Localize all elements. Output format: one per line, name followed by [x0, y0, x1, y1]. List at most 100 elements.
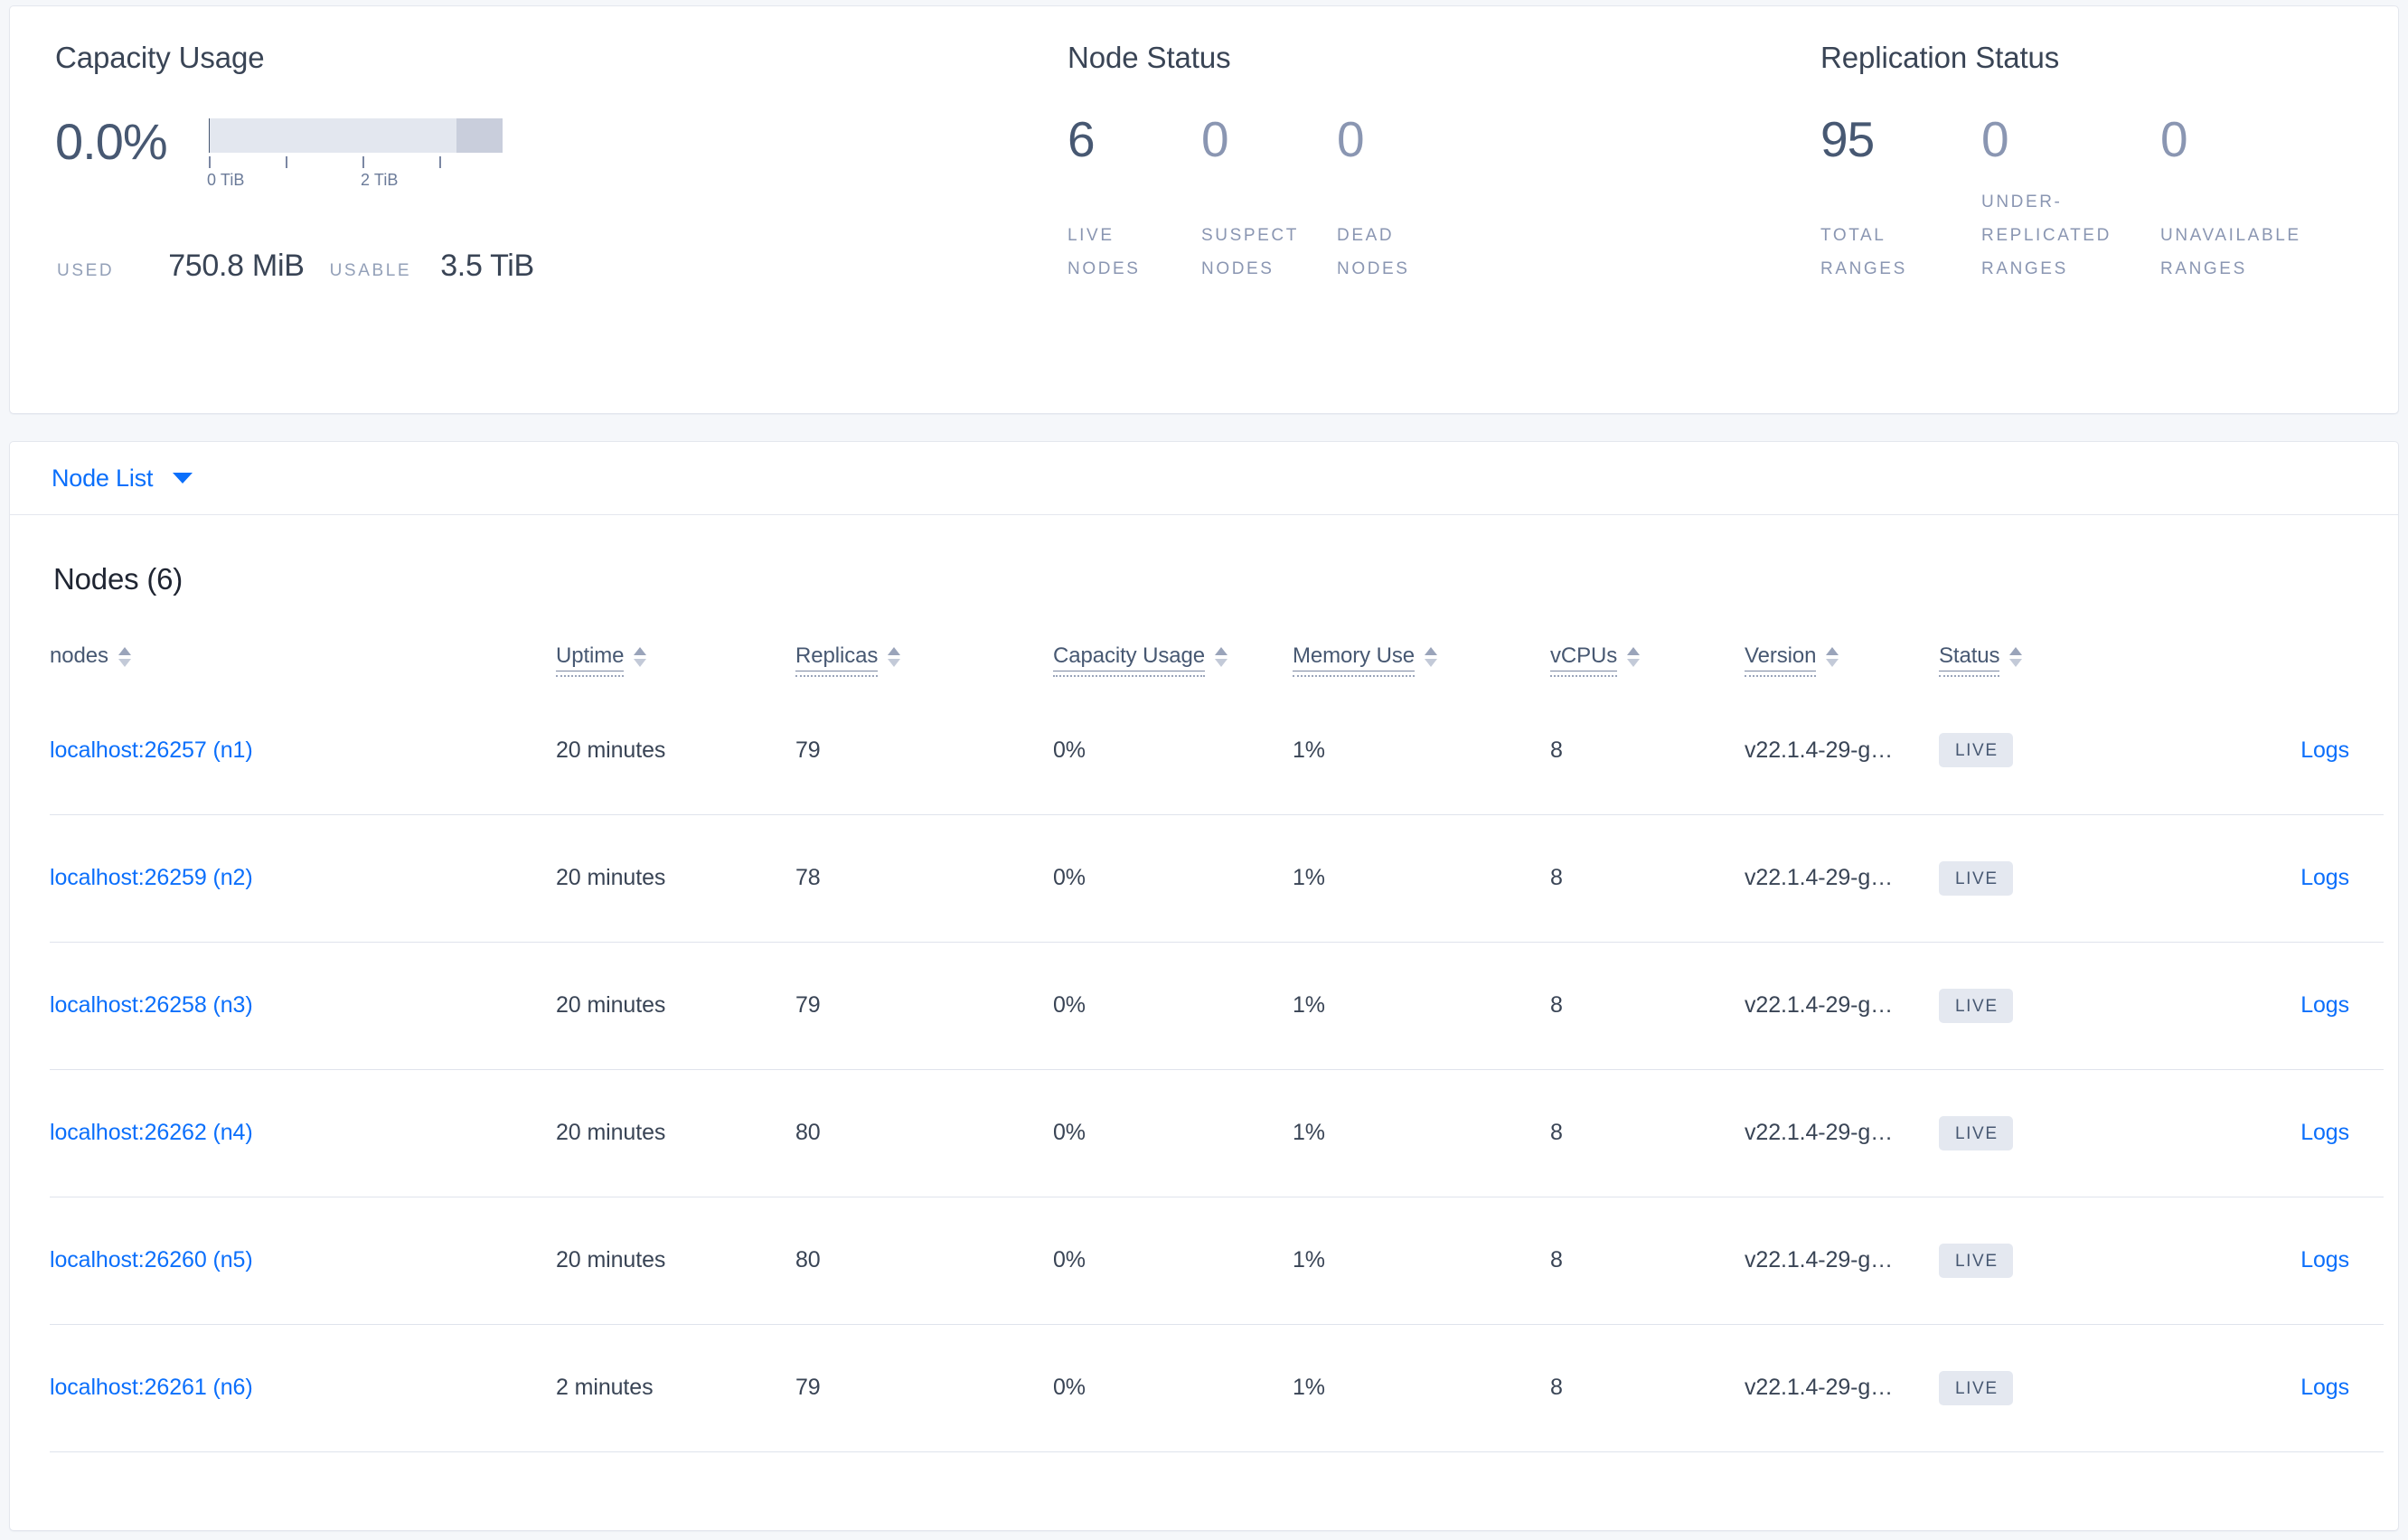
- cell-vcpus: 8: [1550, 941, 1745, 1069]
- cell-status: LIVE: [1939, 1196, 2174, 1324]
- node-link[interactable]: localhost:26257 (n1): [50, 737, 253, 763]
- total-ranges-stat: 95 TOTAL RANGES: [1820, 108, 1981, 278]
- cell-capacity: 0%: [1053, 813, 1293, 942]
- sort-toggle-capacity-usage[interactable]: [1215, 647, 1228, 667]
- unavailable-ranges-caption: UNAVAILABLE RANGES: [2160, 226, 2301, 278]
- dead-nodes-stat: 0 DEAD NODES: [1337, 108, 1518, 278]
- node-list-dropdown[interactable]: Node List: [52, 465, 193, 493]
- status-badge: LIVE: [1939, 1115, 2013, 1150]
- cell-capacity: 0%: [1053, 737, 1086, 763]
- cell-version: v22.1.4-29-g…: [1745, 1196, 1939, 1324]
- cell-capacity: 0%: [1053, 1323, 1293, 1452]
- suspect-nodes-caption: SUSPECT NODES: [1201, 226, 1299, 278]
- cell-uptime: 20 minutes: [556, 813, 795, 942]
- column-header-status[interactable]: Status: [1939, 627, 2174, 687]
- column-header-memory-use[interactable]: Memory Use: [1293, 627, 1550, 687]
- cell-logs: Logs: [2174, 687, 2384, 814]
- nodes-table-body: localhost:26257 (n1) 20 minutes 79 0% 1%…: [50, 687, 2384, 1452]
- cell-status: LIVE: [1939, 687, 2174, 814]
- axis-tick-label: 0 TiB: [207, 171, 245, 189]
- column-header-version[interactable]: Version: [1745, 627, 1939, 687]
- sort-toggle-version[interactable]: [1826, 647, 1839, 667]
- cell-memory: 1%: [1293, 737, 1325, 763]
- cell-node: localhost:26260 (n5): [50, 1196, 556, 1324]
- under-replicated-ranges-caption: UNDER- REPLICATED RANGES: [1981, 192, 2112, 278]
- replication-status-stats: 95 TOTAL RANGES 0 UNDER- REPLICATED RANG…: [1820, 108, 2396, 278]
- capacity-usage-percent: 0.0%: [55, 113, 168, 170]
- cell-replicas: 79: [795, 737, 821, 763]
- capacity-metrics-row: USED 750.8 MiB USABLE 3.5 TiB: [57, 249, 1058, 284]
- table-row: localhost:26262 (n4) 20 minutes 80 0% 1%…: [50, 1068, 2384, 1197]
- sort-toggle-replicas[interactable]: [888, 647, 901, 667]
- status-badge: LIVE: [1939, 860, 2013, 896]
- live-nodes-caption: LIVE NODES: [1068, 226, 1141, 278]
- sort-toggle-memory-use[interactable]: [1425, 647, 1438, 667]
- column-header-status-label: Status: [1939, 643, 2000, 677]
- used-label: USED: [57, 261, 115, 280]
- column-header-vcpus[interactable]: vCPUs: [1550, 627, 1745, 687]
- node-link[interactable]: localhost:26260 (n5): [50, 1247, 253, 1272]
- logs-link[interactable]: Logs: [2300, 1247, 2349, 1272]
- node-status-stats: 6 LIVE NODES 0 SUSPECT NODES 0 DEAD NODE…: [1068, 108, 1818, 278]
- cell-replicas: 78: [795, 813, 1053, 942]
- column-header-replicas-label: Replicas: [795, 643, 879, 677]
- cell-version: v22.1.4-29-g…: [1745, 813, 1939, 942]
- column-header-uptime[interactable]: Uptime: [556, 627, 795, 687]
- column-header-replicas[interactable]: Replicas: [795, 627, 1053, 687]
- live-nodes-value: 6: [1068, 111, 1096, 167]
- usable-value: 3.5 TiB: [440, 249, 534, 283]
- cell-status: LIVE: [1939, 941, 2174, 1069]
- table-row: localhost:26261 (n6) 2 minutes 79 0% 1% …: [50, 1323, 2384, 1452]
- dead-nodes-value: 0: [1337, 111, 1365, 167]
- logs-link[interactable]: Logs: [2300, 737, 2349, 763]
- table-row: localhost:26259 (n2) 20 minutes 78 0% 1%…: [50, 813, 2384, 942]
- sort-toggle-vcpus[interactable]: [1627, 647, 1641, 667]
- status-badge: LIVE: [1939, 1370, 2013, 1405]
- logs-link[interactable]: Logs: [2300, 865, 2349, 890]
- node-link[interactable]: localhost:26258 (n3): [50, 992, 253, 1018]
- cell-replicas: 80: [795, 1196, 1053, 1324]
- cell-memory: 1%: [1293, 813, 1550, 942]
- nodes-heading: Nodes (6): [53, 562, 183, 596]
- cluster-summary-card: Capacity Usage 0.0% 0 TiB: [9, 5, 2399, 414]
- cell-logs: Logs: [2174, 813, 2384, 942]
- total-ranges-value: 95: [1820, 111, 1875, 167]
- cell-uptime: 20 minutes: [556, 1196, 795, 1324]
- cell-vcpus: 8: [1550, 1068, 1745, 1197]
- node-link[interactable]: localhost:26261 (n6): [50, 1375, 253, 1400]
- sort-toggle-status[interactable]: [2009, 647, 2023, 667]
- node-link[interactable]: localhost:26259 (n2): [50, 865, 253, 890]
- capacity-usage-panel: Capacity Usage 0.0% 0 TiB: [10, 42, 1058, 413]
- cell-version: v22.1.4-29-g…: [1745, 941, 1939, 1069]
- table-row: localhost:26258 (n3) 20 minutes 79 0% 1%…: [50, 941, 2384, 1069]
- cell-status: LIVE: [1939, 1068, 2174, 1197]
- cell-status: LIVE: [1939, 813, 2174, 942]
- cell-version: v22.1.4-29-g…: [1745, 737, 1894, 763]
- logs-link[interactable]: Logs: [2300, 992, 2349, 1018]
- unavailable-ranges-value: 0: [2160, 111, 2188, 167]
- column-header-capacity-usage[interactable]: Capacity Usage: [1053, 627, 1293, 687]
- sort-toggle-nodes[interactable]: [118, 647, 131, 667]
- logs-link[interactable]: Logs: [2300, 1375, 2349, 1400]
- axis-tick: [439, 156, 441, 168]
- cell-node: localhost:26258 (n3): [50, 941, 556, 1069]
- nodes-table: nodes Uptime Replicas: [50, 627, 2384, 1452]
- cell-replicas: 80: [795, 1068, 1053, 1197]
- cell-node: localhost:26261 (n6): [50, 1323, 556, 1452]
- table-row: localhost:26257 (n1) 20 minutes 79 0% 1%…: [50, 687, 2384, 814]
- cell-capacity: 0%: [1053, 1196, 1293, 1324]
- cell-node: localhost:26259 (n2): [50, 813, 556, 942]
- logs-link[interactable]: Logs: [2300, 1120, 2349, 1145]
- node-link[interactable]: localhost:26262 (n4): [50, 1120, 253, 1145]
- cell-vcpus: 8: [1550, 813, 1745, 942]
- axis-tick: [286, 156, 287, 168]
- cell-uptime: 2 minutes: [556, 1323, 795, 1452]
- column-header-uptime-label: Uptime: [556, 643, 625, 677]
- sort-toggle-uptime[interactable]: [634, 647, 647, 667]
- cell-logs: Logs: [2174, 941, 2384, 1069]
- status-badge: LIVE: [1939, 733, 2013, 768]
- suspect-nodes-value: 0: [1201, 111, 1229, 167]
- cell-replicas: 79: [795, 1323, 1053, 1452]
- column-header-nodes[interactable]: nodes: [50, 627, 556, 687]
- usable-label: USABLE: [329, 261, 412, 280]
